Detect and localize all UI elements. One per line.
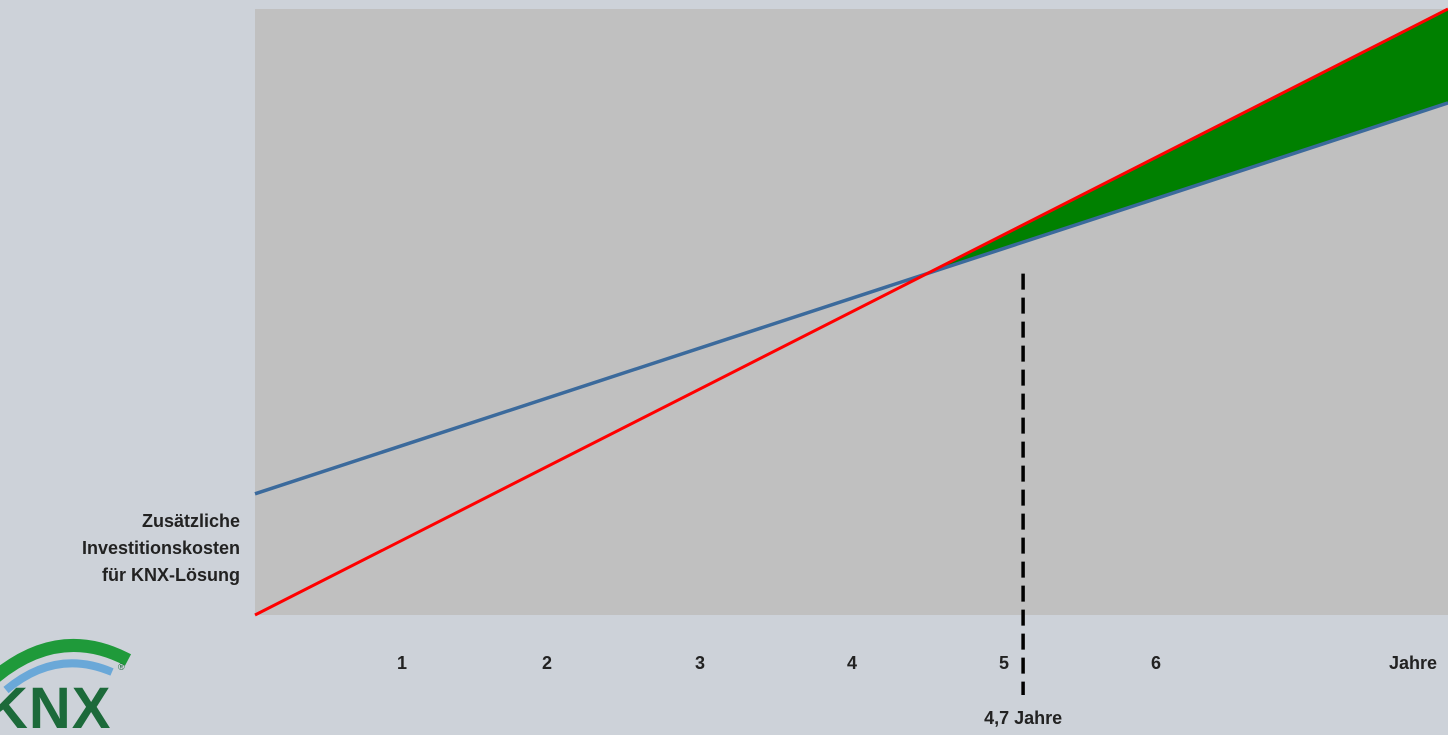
registered-mark-icon: ® [118, 662, 125, 672]
y-axis-label-line-1: Zusätzliche [141, 511, 240, 531]
x-tick-label: 3 [695, 653, 705, 673]
conventional-cost-line [254, 101, 1448, 496]
x-tick-label: 6 [1151, 653, 1161, 673]
knx-cost-line [254, 7, 1448, 617]
x-axis-label: Jahre [1389, 653, 1437, 673]
break-even-label: 4,7 Jahre [984, 708, 1062, 728]
knx-logo-arc-icon [0, 638, 132, 682]
knx-logo-arc-inner-icon [3, 659, 114, 694]
knx-logo-text: KNX [0, 676, 111, 735]
x-tick-label: 4 [847, 653, 857, 673]
x-tick-label: 2 [542, 653, 552, 673]
y-axis-label-line-3: für KNX-Lösung [102, 565, 240, 585]
x-tick-label: 1 [397, 653, 407, 673]
knx-logo: KNX ® [0, 638, 132, 735]
x-tick-label: 5 [999, 653, 1009, 673]
y-axis-label: Zusätzliche Investitionskosten für KNX-L… [82, 508, 240, 589]
y-axis-label-line-2: Investitionskosten [81, 538, 240, 558]
